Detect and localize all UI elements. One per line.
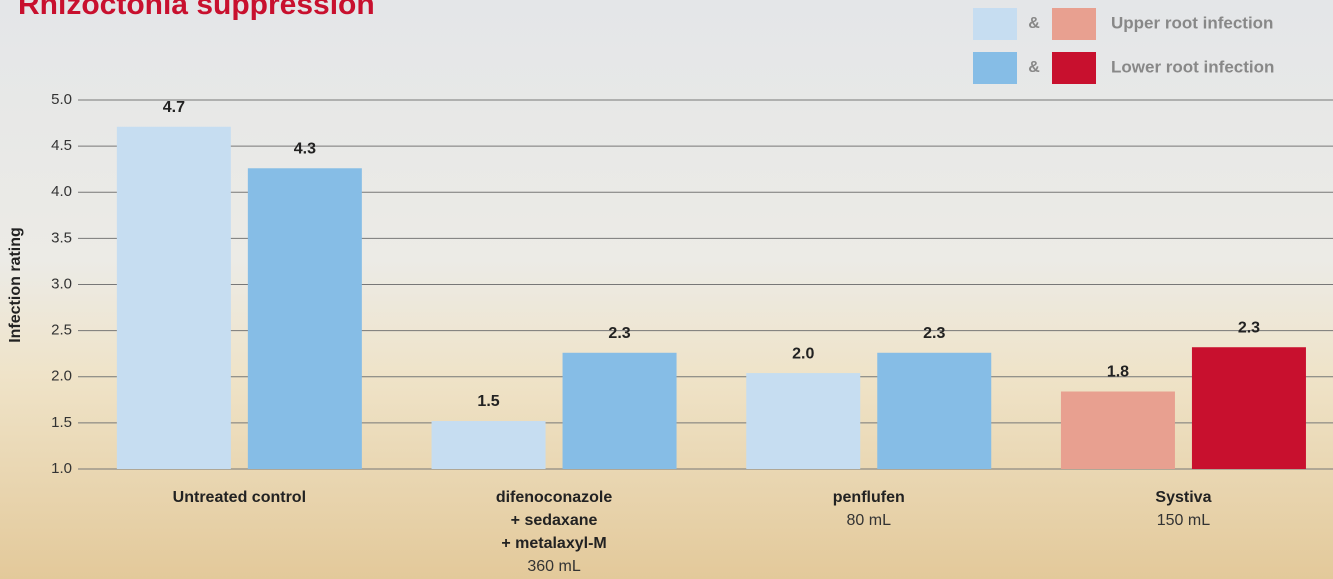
value-label: 4.7: [163, 99, 185, 116]
x-tick-sublabel: 360 mL: [527, 558, 580, 575]
legend-label: Lower root infection: [1111, 57, 1274, 76]
legend-joiner: &: [1028, 59, 1040, 76]
y-tick-label: 1.5: [51, 414, 72, 431]
x-tick-label: Systiva: [1155, 489, 1211, 506]
value-label: 4.3: [294, 140, 316, 157]
y-tick-label: 3.5: [51, 229, 72, 246]
x-tick-label: Untreated control: [173, 489, 306, 506]
value-label: 1.5: [477, 393, 499, 410]
legend-swatch: [973, 52, 1017, 84]
x-tick-label: + metalaxyl-M: [501, 535, 606, 552]
x-tick-label: difenoconazole: [496, 489, 613, 506]
x-tick-label: + sedaxane: [511, 512, 598, 529]
bar: [1192, 347, 1306, 469]
value-label: 2.3: [608, 325, 630, 342]
y-tick-label: 5.0: [51, 91, 72, 108]
legend-joiner: &: [1028, 15, 1040, 32]
value-label: 2.0: [792, 345, 814, 362]
legend-swatch: [1052, 8, 1096, 40]
bar: [117, 127, 231, 469]
legend-swatch: [973, 8, 1017, 40]
value-label: 2.3: [923, 325, 945, 342]
legend-label: Upper root infection: [1111, 13, 1273, 32]
y-tick-label: 1.0: [51, 460, 72, 477]
chart: Rhizoctonia suppression Infection rating…: [0, 0, 1333, 579]
x-tick-sublabel: 150 mL: [1157, 512, 1210, 529]
x-tick-label: penflufen: [833, 489, 905, 506]
bar: [432, 421, 546, 469]
bar: [248, 168, 362, 469]
bar: [877, 353, 991, 469]
y-tick-label: 4.0: [51, 183, 72, 200]
y-tick-label: 2.5: [51, 322, 72, 339]
x-tick-sublabel: 80 mL: [847, 512, 892, 529]
bar: [746, 373, 860, 469]
chart-title: Rhizoctonia suppression: [18, 0, 375, 21]
y-axis-label: Infection rating: [7, 227, 24, 343]
y-tick-label: 2.0: [51, 368, 72, 385]
bar: [563, 353, 677, 469]
y-tick-label: 4.5: [51, 137, 72, 154]
value-label: 2.3: [1238, 319, 1260, 336]
legend-swatch: [1052, 52, 1096, 84]
y-tick-label: 3.0: [51, 275, 72, 292]
bar: [1061, 392, 1175, 469]
value-label: 1.8: [1107, 364, 1129, 381]
